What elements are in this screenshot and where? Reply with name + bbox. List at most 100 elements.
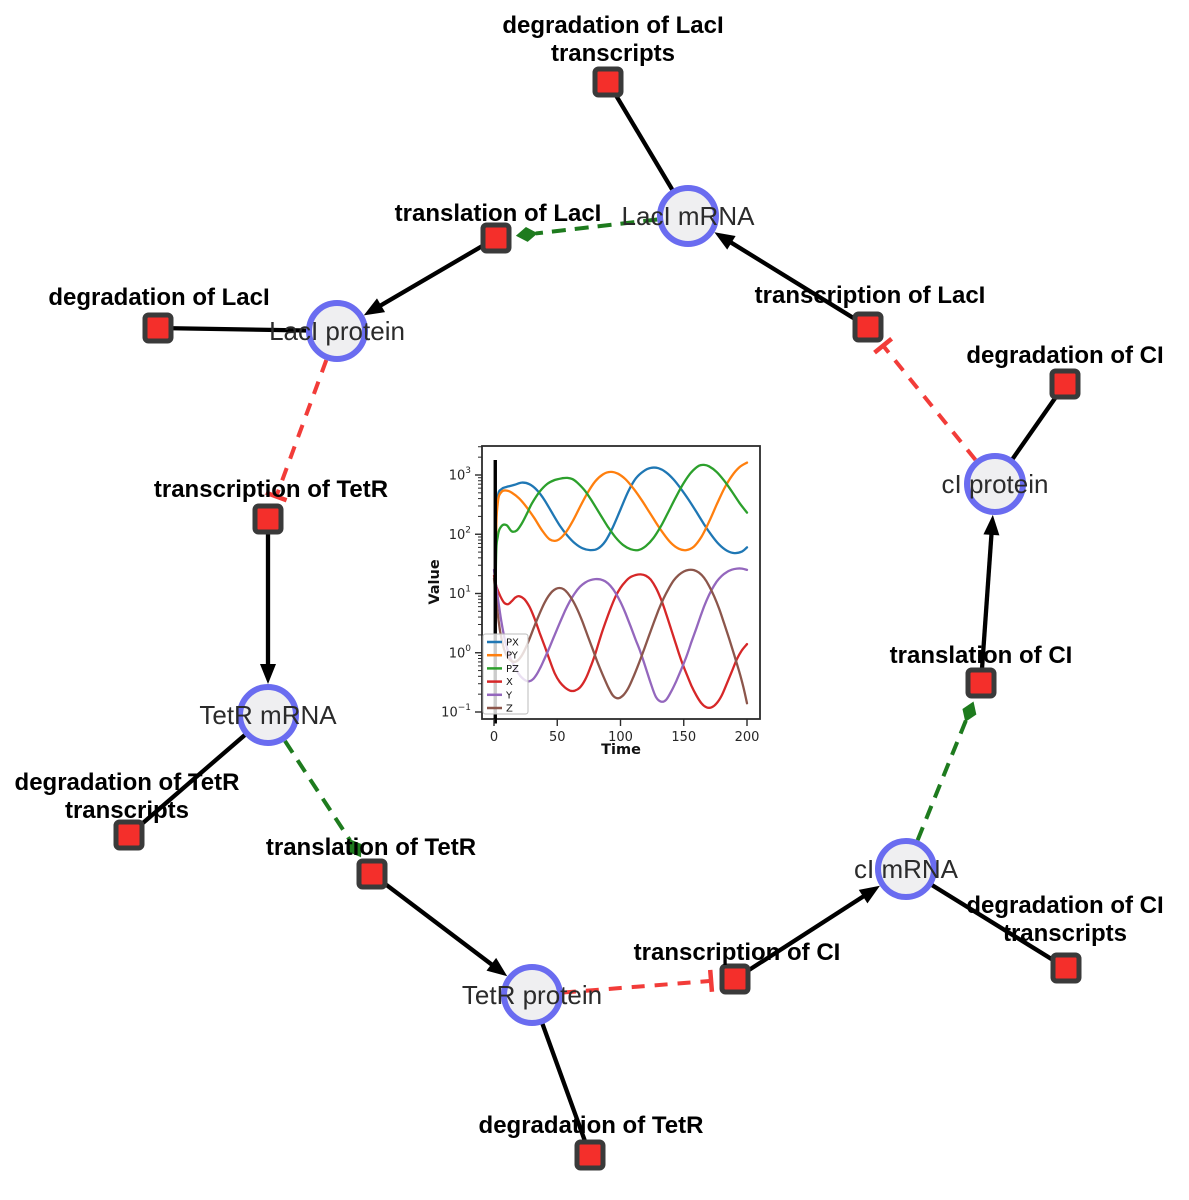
x-axis-tick-label: 100	[608, 730, 633, 745]
labels-layer: degradation of LacItranscriptstranslatio…	[15, 12, 1164, 1139]
x-axis-tick-label: 150	[671, 730, 696, 745]
y-axis-title: Value	[427, 559, 443, 605]
arrowhead	[260, 664, 276, 684]
tee-inhibitor-head	[873, 336, 894, 355]
edge-consumption-ci-mrna-deg-ci-tx	[904, 867, 1068, 970]
edge-production-transl-ci-ci-protein	[978, 514, 1000, 684]
x-axis-tick-label: 200	[735, 730, 760, 745]
series-line-X	[492, 573, 749, 709]
edge-inhibition-tetr-protein-txn-ci	[562, 969, 715, 995]
species-node-ci-mrna	[875, 838, 937, 900]
species-node-ci-protein	[964, 453, 1026, 515]
legend-label-PZ: PZ	[506, 664, 519, 675]
species-node-tetr-mrna	[237, 684, 299, 746]
legend-label-Z: Z	[506, 704, 513, 715]
edge-modifier-tetr-mrna-transl-tetr	[283, 739, 362, 858]
edge-production-txn-ci-ci-mrna	[733, 885, 880, 981]
reaction-label-deg-ci: degradation of CI	[966, 342, 1163, 369]
reaction-label-deg-ci-tx: transcripts	[1003, 920, 1127, 947]
arrowhead	[714, 232, 736, 250]
tee-inhibitor-head	[265, 490, 288, 503]
reaction-node-transl-ci	[965, 667, 997, 699]
reaction-label-txn-laci: transcription of LacI	[755, 282, 986, 309]
reaction-label-transl-laci: translation of LacI	[395, 200, 602, 227]
species-node-laci-protein	[306, 300, 368, 362]
edge-production-transl-laci-laci-protein	[363, 236, 498, 316]
edge-modifier-ci-mrna-transl-ci	[915, 701, 977, 841]
reaction-node-deg-laci	[142, 312, 174, 344]
y-axis-tick-label: 102	[449, 525, 471, 543]
reaction-label-deg-tetr-tx: degradation of TetR	[15, 769, 240, 796]
reaction-label-transl-tetr: translation of TetR	[266, 834, 476, 861]
inhibition-line	[562, 978, 712, 995]
species-node-tetr-protein	[501, 964, 563, 1026]
inhibition-line	[274, 359, 329, 498]
reaction-node-deg-laci-tx	[592, 66, 624, 98]
production-line	[978, 528, 994, 684]
legend-label-PX: PX	[506, 638, 519, 649]
x-axis-title: Time	[601, 742, 641, 758]
edge-production-txn-laci-laci-mrna	[714, 232, 870, 329]
edge-modifier-laci-mrna-transl-laci	[515, 217, 658, 242]
species-label-tetr-mrna: TetR mRNA	[199, 700, 337, 730]
y-axis-tick-label: 100	[449, 644, 472, 662]
legend-label-X: X	[506, 677, 513, 688]
tee-inhibitor-head	[707, 969, 715, 993]
production-line	[374, 236, 498, 311]
series-line-PZ	[493, 463, 749, 714]
reaction-node-txn-ci	[719, 963, 751, 995]
reaction-label-txn-ci: transcription of CI	[634, 939, 841, 966]
arrowhead	[983, 514, 1000, 536]
reaction-label-deg-laci: degradation of LacI	[48, 284, 269, 311]
species-label-tetr-protein: TetR protein	[462, 980, 602, 1010]
consumption-line	[904, 867, 1068, 970]
species-label-ci-protein: cI protein	[942, 469, 1049, 499]
inhibition-line	[881, 344, 978, 462]
arrowhead	[363, 298, 386, 316]
legend-box: PX PY PZ XYZ	[482, 633, 529, 715]
y-axis-tick-label: 103	[449, 466, 471, 484]
production-line	[725, 237, 870, 329]
reaction-label-deg-ci-tx: degradation of CI	[966, 892, 1163, 919]
legend-label-Y: Y	[505, 690, 513, 701]
species-label-laci-protein: LacI protein	[269, 316, 405, 346]
modifier-line	[535, 217, 658, 236]
reaction-label-deg-tetr: degradation of TetR	[479, 1112, 704, 1139]
arrowhead	[486, 957, 508, 977]
production-line	[733, 891, 870, 981]
reaction-node-txn-tetr	[252, 503, 284, 535]
species-label-laci-mrna: LacI mRNA	[622, 201, 756, 231]
reaction-node-txn-laci	[852, 311, 884, 343]
legend-label-PY: PY	[506, 651, 519, 662]
y-axis-tick-label: 10−1	[441, 703, 471, 721]
reaction-node-transl-tetr	[356, 858, 388, 890]
y-axis-tick-label: 101	[449, 585, 471, 603]
diamond-arrowhead	[962, 701, 977, 722]
species-node-laci-mrna	[657, 185, 719, 247]
reaction-label-deg-tetr-tx: transcripts	[65, 797, 189, 824]
diamond-arrowhead	[515, 227, 538, 242]
series-line-PY	[493, 461, 749, 714]
species-label-ci-mrna: cI mRNA	[854, 854, 959, 884]
x-axis-tick-label: 50	[549, 730, 566, 745]
edge-inhibition-laci-protein-txn-tetr	[265, 359, 329, 503]
reaction-label-deg-laci-tx: degradation of LacI	[502, 12, 723, 39]
reaction-node-deg-tetr	[574, 1139, 606, 1171]
nodes-layer	[113, 66, 1082, 1171]
edge-production-txn-tetr-tetr-mrna	[260, 519, 276, 684]
reaction-label-transl-ci: translation of CI	[890, 642, 1073, 669]
edges-layer	[127, 80, 1068, 1156]
x-axis-tick-label: 0	[490, 730, 498, 745]
edge-production-transl-tetr-tetr-protein	[370, 872, 508, 977]
edge-inhibition-ci-protein-txn-laci	[873, 336, 978, 462]
modifier-line	[915, 719, 968, 841]
reaction-node-transl-laci	[480, 222, 512, 254]
production-line	[370, 872, 498, 970]
modifier-line	[283, 739, 352, 842]
diamond-arrowhead	[348, 838, 362, 858]
reaction-label-deg-laci-tx: transcripts	[551, 40, 675, 67]
reaction-node-deg-ci-tx	[1050, 952, 1082, 984]
